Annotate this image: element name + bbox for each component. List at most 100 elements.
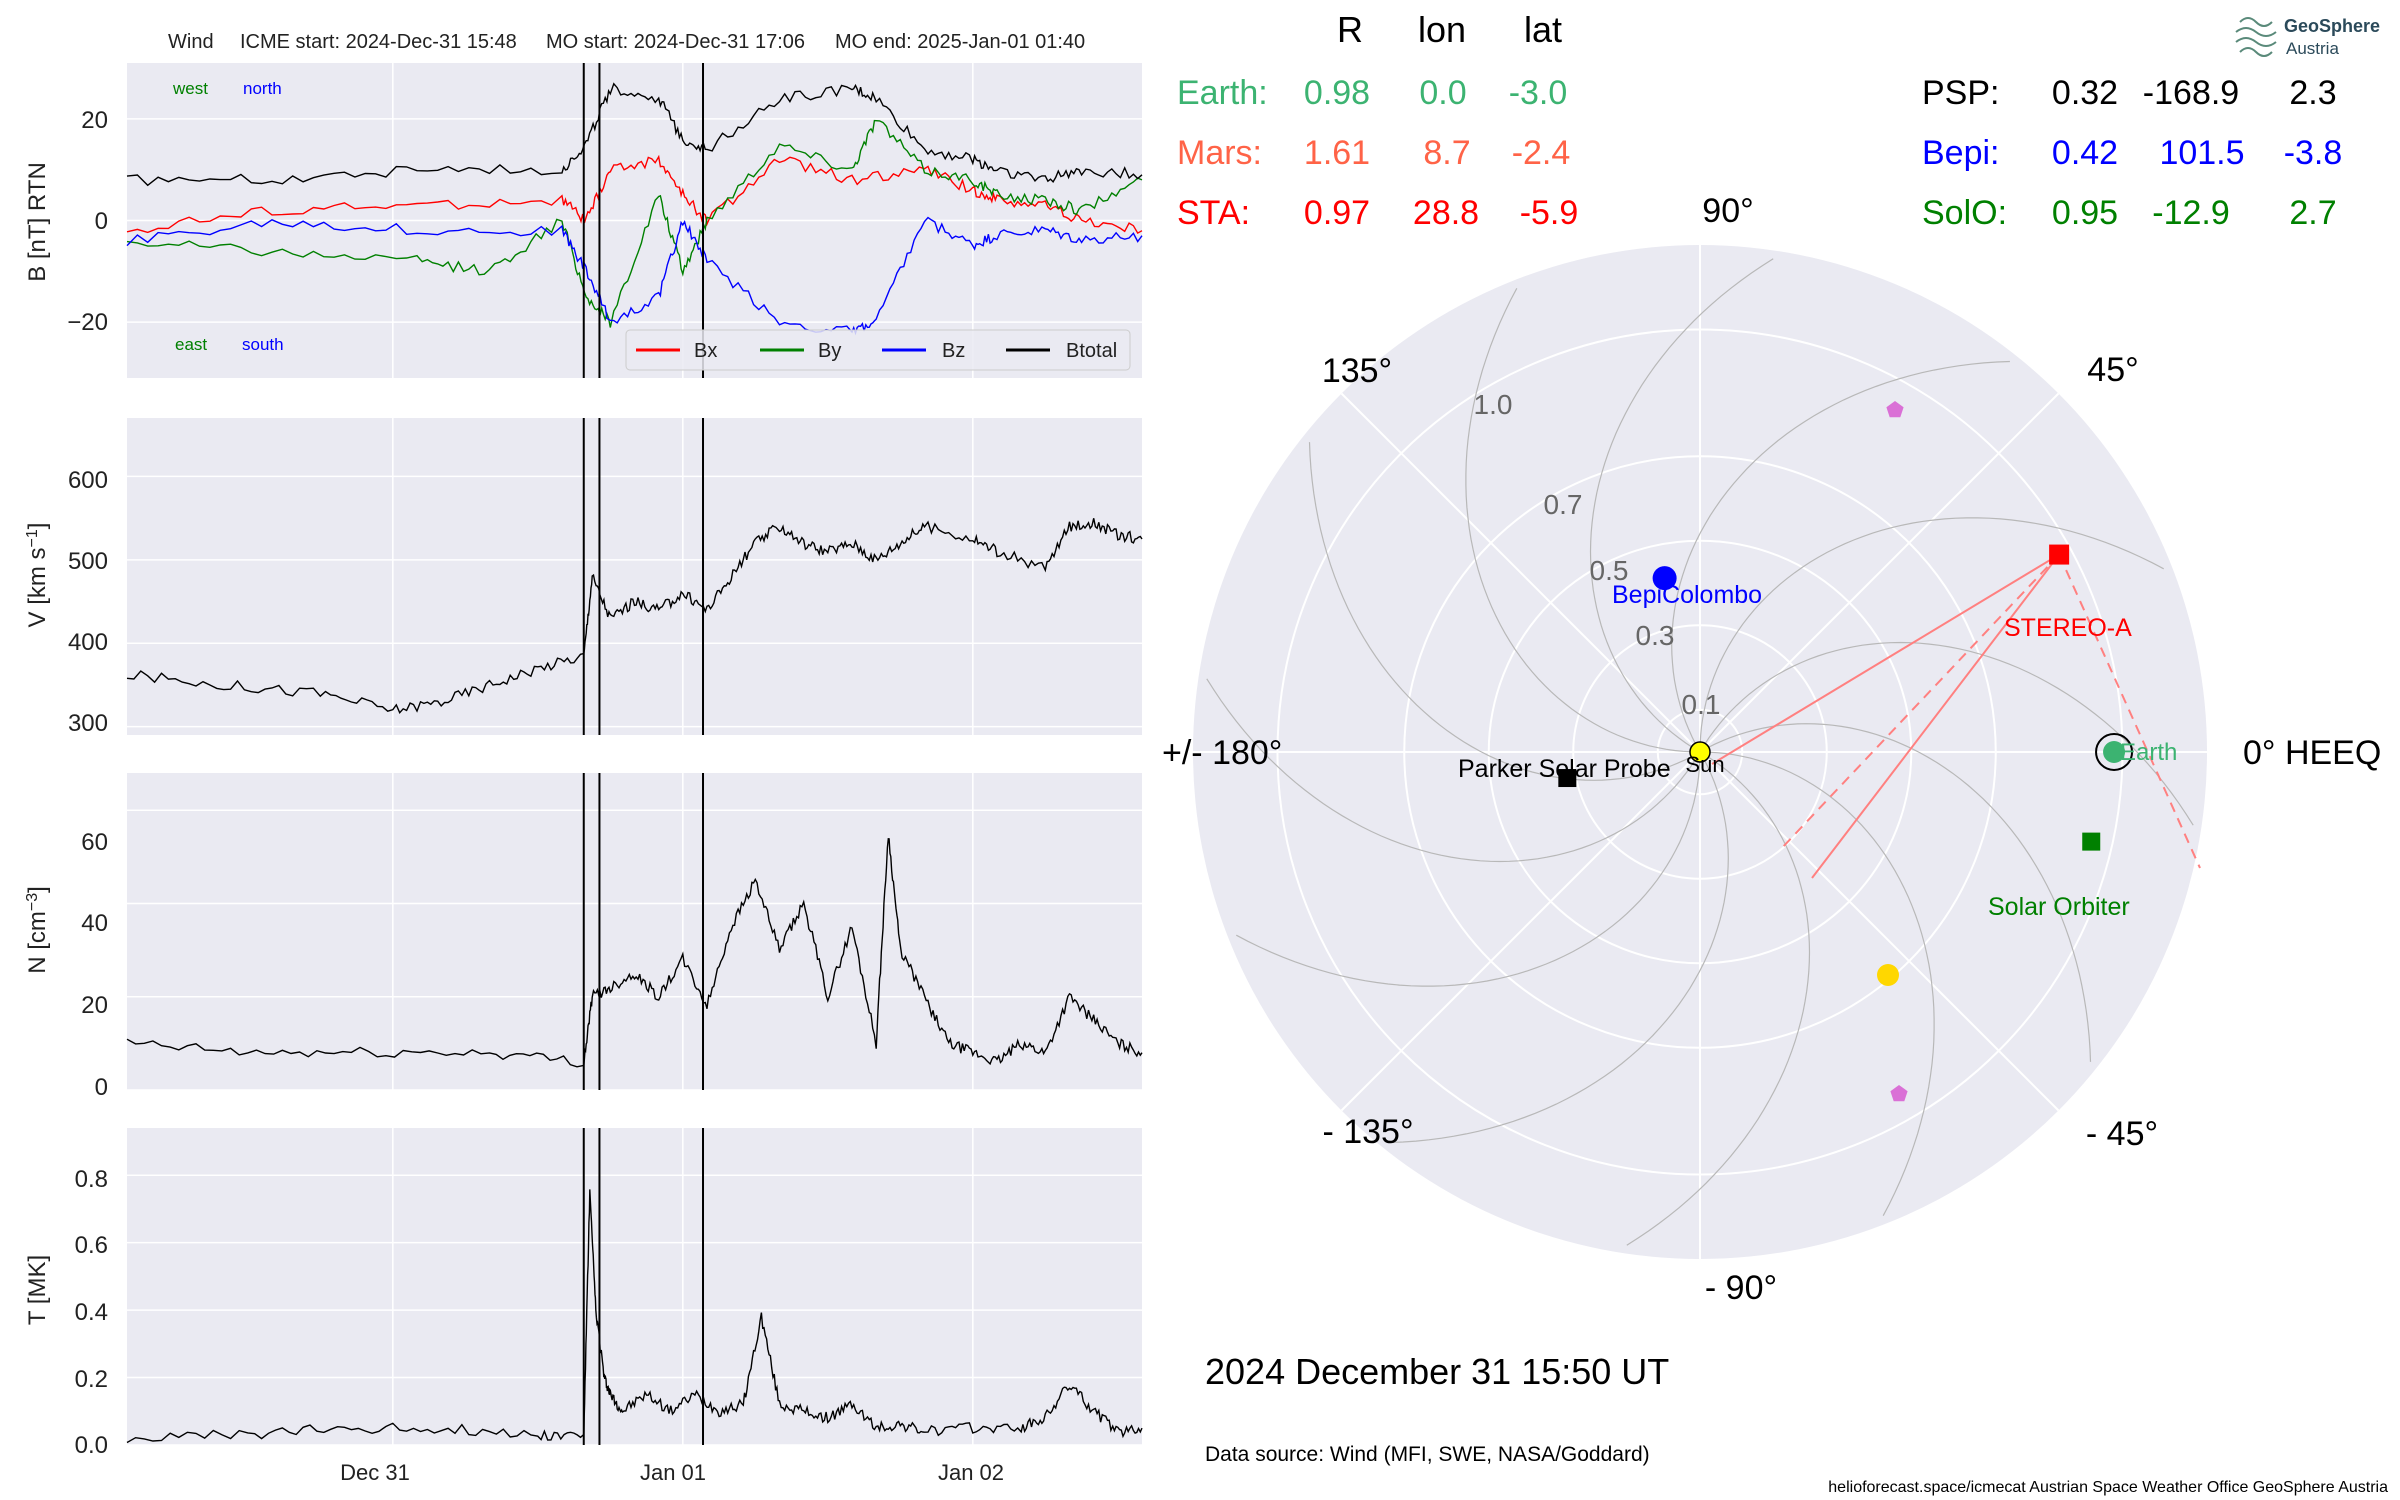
parker-spiral-line xyxy=(1626,751,1811,1246)
angle-90: 90° xyxy=(1702,192,1753,230)
geosphere-logo: GeoSphere Austria xyxy=(2235,16,2380,58)
row-earth-lon: 0.0 xyxy=(1419,74,1466,112)
angle-m90: - 90° xyxy=(1705,1269,1777,1307)
parker-spiral-line xyxy=(1390,751,1729,1144)
polar-angle-labels: 90° 45° 0° HEEQ - 45° - 90° - 135° +/- 1… xyxy=(1162,192,2381,1307)
x-tick-jan02: Jan 02 xyxy=(938,1460,1004,1485)
panel-v-bg xyxy=(127,418,1142,735)
row-sta-lat: -5.9 xyxy=(1520,194,1579,232)
parker-spirals xyxy=(1206,258,2194,1246)
parker-spiral-line xyxy=(1699,641,2194,826)
b-tick-0: 0 xyxy=(95,208,108,235)
bepi-marker xyxy=(1652,566,1677,591)
row-solo-name: SolO: xyxy=(1922,194,2007,232)
r-label-0-3: 0.3 xyxy=(1636,620,1675,651)
b-tick-m20: −20 xyxy=(67,309,108,336)
row-psp-lat: 2.3 xyxy=(2289,74,2336,112)
x-tick-labels: Dec 31 Jan 01 Jan 02 xyxy=(340,1460,1004,1485)
n-tick-60: 60 xyxy=(81,829,108,856)
panel-n-bg xyxy=(127,773,1142,1090)
event-lines xyxy=(582,63,705,1445)
r-label-0-1: 0.1 xyxy=(1682,689,1721,720)
n-ylabel: N [cm−3] xyxy=(24,886,52,974)
table-header-r: R xyxy=(1337,9,1363,50)
b-east-label: east xyxy=(175,335,207,354)
angle-m45: - 45° xyxy=(2086,1115,2158,1153)
angle-45: 45° xyxy=(2087,351,2138,389)
row-earth-lat: -3.0 xyxy=(1509,74,1568,112)
n-tick-0: 0 xyxy=(95,1074,108,1101)
v-ylabel-close: ] xyxy=(24,523,51,530)
v-tick-500: 500 xyxy=(68,548,108,575)
polar-spoke xyxy=(1699,751,2060,1112)
row-sta-name: STA: xyxy=(1177,194,1250,232)
label-stereo-a: STEREO-A xyxy=(2004,614,2132,642)
b-north-label: north xyxy=(243,79,282,98)
v-ylabel-sup: −1 xyxy=(24,529,41,547)
sta-fov-dashed xyxy=(2058,554,2201,869)
label-earth: Earth xyxy=(2120,739,2177,766)
v-ylabel: V [km s−1] xyxy=(24,523,52,628)
r-label-0-5: 0.5 xyxy=(1590,555,1629,586)
v-tick-400: 400 xyxy=(68,629,108,656)
legend-by-label: By xyxy=(818,340,841,362)
row-psp-name: PSP: xyxy=(1922,74,1999,112)
stereo-a-marker xyxy=(2049,544,2070,565)
row-earth-r: 0.98 xyxy=(1304,74,1370,112)
row-bepi-lat: -3.8 xyxy=(2284,134,2343,172)
positions-table: R lon lat Earth: 0.98 0.0 -3.0 Mars: 1.6… xyxy=(1177,9,2342,232)
pentagon-marker xyxy=(1890,1085,1908,1102)
sta-fov-line xyxy=(1711,553,2060,765)
cme-marker xyxy=(1877,964,1899,986)
panel-t-labels: T [MK] 0.8 0.6 0.4 0.2 0.0 xyxy=(24,1166,108,1459)
parker-spiral-line xyxy=(1236,751,1701,987)
angle-180: +/- 180° xyxy=(1162,734,1282,772)
x-tick-dec31: Dec 31 xyxy=(340,1460,410,1485)
r-label-0-7: 0.7 xyxy=(1544,489,1583,520)
parker-spiral-line xyxy=(1699,751,1935,1216)
polar-spoke xyxy=(1340,392,1701,753)
polar-marks xyxy=(1558,401,2201,1102)
series-b-bz xyxy=(126,216,1143,336)
label-sun: Sun xyxy=(1685,752,1724,777)
footer-data-source: Data source: Wind (MFI, SWE, NASA/Goddar… xyxy=(1205,1443,1650,1466)
row-bepi-name: Bepi: xyxy=(1922,134,2000,172)
header-icme-start: ICME start: 2024-Dec-31 15:48 xyxy=(240,31,517,53)
v-tick-300: 300 xyxy=(68,710,108,737)
polar-plot: 1.0 0.7 0.5 0.3 0.1 90° 45° 0° HEEQ - 45… xyxy=(1162,192,2381,1307)
parker-spiral-line xyxy=(1699,723,2092,1062)
row-solo-lon: -12.9 xyxy=(2152,194,2230,232)
angle-m135: - 135° xyxy=(1322,1113,1413,1151)
b-legend-box xyxy=(625,329,1131,371)
v-ylabel-main: V [km s xyxy=(24,547,51,627)
b-legend: Bx By Bz Btotal xyxy=(625,329,1131,371)
polar-spoke xyxy=(1699,392,2060,753)
logo-line1: GeoSphere xyxy=(2284,16,2380,36)
earth-ring-marker xyxy=(2095,733,2134,771)
panel-b-labels: B [nT] RTN 20 0 −20 west north east sout… xyxy=(24,79,1131,371)
polar-body-labels: Sun Earth STEREO-A Parker Solar Probe Be… xyxy=(1458,581,2177,921)
parker-spiral-line xyxy=(1671,360,2010,753)
series-v-line xyxy=(126,518,1143,714)
polar-grid xyxy=(1193,245,2207,1259)
b-south-label: south xyxy=(242,335,284,354)
row-bepi-lon: 101.5 xyxy=(2159,134,2244,172)
gridlines xyxy=(127,63,1142,1446)
r-label-1-0: 1.0 xyxy=(1474,389,1513,420)
row-mars-r: 1.61 xyxy=(1304,134,1370,172)
b-west-label: west xyxy=(172,79,208,98)
series-n-line xyxy=(126,838,1143,1068)
footer-datetime: 2024 December 31 15:50 UT xyxy=(1205,1351,1669,1392)
row-mars-name: Mars: xyxy=(1177,134,1262,172)
header-mo-end: MO end: 2025-Jan-01 01:40 xyxy=(835,31,1085,53)
t-tick-06: 0.6 xyxy=(75,1232,108,1259)
logo-mark-icon xyxy=(2235,17,2277,57)
row-earth-name: Earth: xyxy=(1177,74,1268,112)
parker-spiral-line xyxy=(1465,288,1701,753)
t-tick-08: 0.8 xyxy=(75,1166,108,1193)
row-sta-r: 0.97 xyxy=(1304,194,1370,232)
row-solo-r: 0.95 xyxy=(2052,194,2118,232)
insitu-header: Wind ICME start: 2024-Dec-31 15:48 MO st… xyxy=(168,31,1085,53)
angle-135: 135° xyxy=(1322,352,1392,390)
